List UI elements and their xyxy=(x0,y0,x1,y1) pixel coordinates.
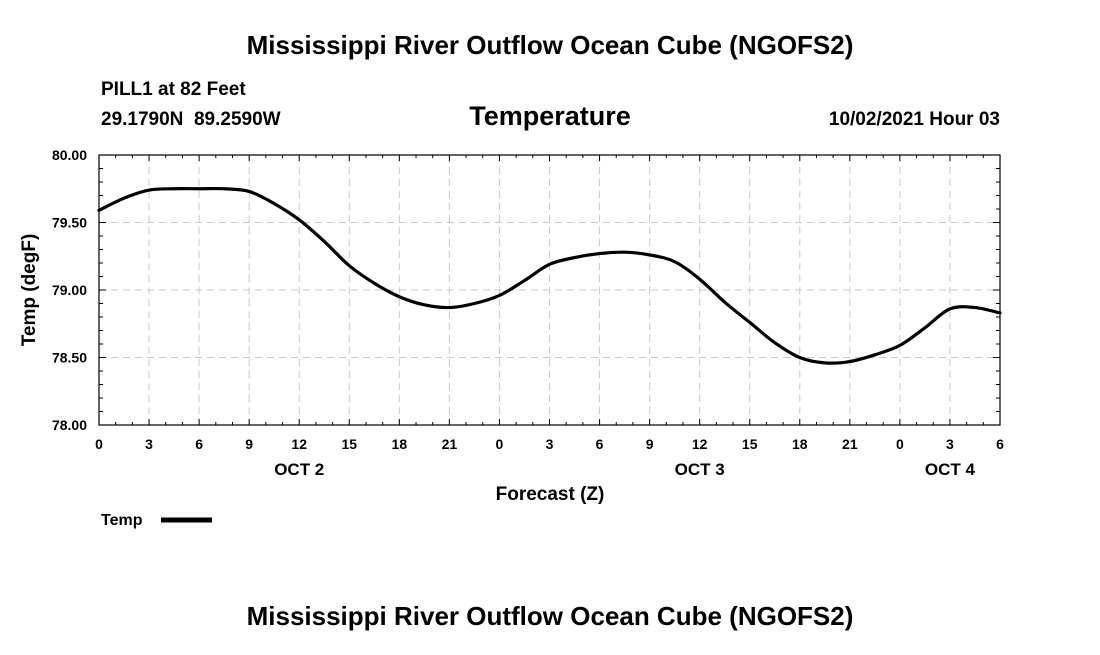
chart-series xyxy=(97,186,1002,365)
plot-frame xyxy=(98,154,1001,426)
station-name: PILL1 at 82 Feet xyxy=(101,79,246,100)
x-tick-label: 0 xyxy=(95,436,103,452)
x-tick-label: 3 xyxy=(145,436,153,452)
footer-title: Mississippi River Outflow Ocean Cube (NG… xyxy=(247,601,854,631)
x-tick-label: 21 xyxy=(442,436,458,452)
x-tick-label: 21 xyxy=(842,436,858,452)
y-axis-title: Temp (degF) xyxy=(19,234,40,347)
y-tick-label: 78.00 xyxy=(52,417,87,433)
y-tick-label: 79.00 xyxy=(52,282,87,298)
day-label: OCT 3 xyxy=(675,460,725,479)
day-label: OCT 4 xyxy=(925,460,976,479)
chart-gridlines xyxy=(99,155,1000,425)
x-tick-label: 0 xyxy=(896,436,904,452)
x-tick-label: 3 xyxy=(546,436,554,452)
variable-title: Temperature xyxy=(469,101,631,131)
legend-label: Temp xyxy=(101,512,143,529)
x-tick-label: 9 xyxy=(245,436,253,452)
x-tick-label: 15 xyxy=(341,436,357,452)
x-tick-labels: 0 3 6 9 12 15 18 21 0 3 6 9 12 15 18 21 0 3 6 xyxy=(95,436,1004,452)
x-tick-label: 0 xyxy=(496,436,504,452)
x-tick-label: 6 xyxy=(195,436,203,452)
x-tick-label: 12 xyxy=(291,436,307,452)
x-axis-title: Forecast (Z) xyxy=(496,484,605,505)
x-tick-label: 18 xyxy=(392,436,408,452)
chart-title: Mississippi River Outflow Ocean Cube (NG… xyxy=(247,30,854,60)
day-label: OCT 2 xyxy=(274,460,324,479)
x-tick-label: 15 xyxy=(742,436,758,452)
y-tick-labels: 78.00 78.50 79.00 79.50 80.00 xyxy=(52,147,87,433)
series-line-temp xyxy=(97,186,1002,365)
y-tick-label: 80.00 xyxy=(52,147,87,163)
legend: Temp xyxy=(101,512,212,529)
day-labels: OCT 2 OCT 3 OCT 4 xyxy=(274,460,975,479)
x-tick-label: 6 xyxy=(996,436,1004,452)
y-tick-label: 79.50 xyxy=(52,215,87,231)
x-tick-label: 6 xyxy=(596,436,604,452)
y-tick-label: 78.50 xyxy=(52,350,87,366)
x-tick-label: 3 xyxy=(946,436,954,452)
station-coordinates: 29.1790N 89.2590W xyxy=(101,109,281,130)
x-tick-label: 12 xyxy=(692,436,708,452)
x-tick-label: 18 xyxy=(792,436,808,452)
x-tick-label: 9 xyxy=(646,436,654,452)
forecast-datetime: 10/02/2021 Hour 03 xyxy=(829,109,1000,130)
